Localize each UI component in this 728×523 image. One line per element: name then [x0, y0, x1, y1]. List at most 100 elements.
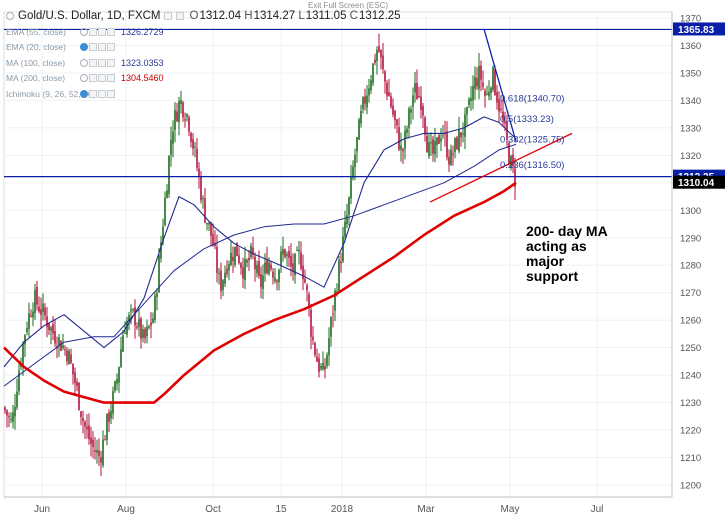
indicator-row-ema20[interactable]: EMA (20, close)	[6, 40, 401, 56]
lock-icon[interactable]	[98, 89, 106, 98]
candle-body	[214, 243, 216, 247]
candle-body	[8, 416, 10, 418]
fib-level-label: 0.5(1333.23)	[500, 114, 554, 125]
candle-body	[440, 138, 442, 142]
candle-body	[286, 253, 288, 256]
candle-body	[206, 222, 208, 225]
candle-body	[360, 111, 362, 124]
settings-icon[interactable]	[89, 89, 97, 98]
candle-body	[362, 97, 364, 110]
indicator-row-ma100[interactable]: MA (100, close) 1323.0353	[6, 57, 164, 68]
candle-body	[432, 139, 434, 154]
price-tick-label: 1210	[680, 453, 701, 464]
settings-icon[interactable]	[89, 58, 97, 67]
candle-body	[438, 135, 440, 144]
price-tick-label: 1270	[680, 288, 701, 299]
candle-body	[492, 67, 494, 90]
eye-icon[interactable]	[80, 58, 88, 67]
candle-body	[216, 247, 218, 274]
time-tick-label: Jul	[591, 504, 604, 515]
lock-icon[interactable]	[98, 27, 106, 36]
candle-body	[388, 92, 390, 97]
lock-icon[interactable]	[98, 58, 106, 67]
lock-icon[interactable]	[98, 43, 106, 52]
time-tick-label: Jun	[34, 504, 50, 515]
candle-body	[208, 222, 210, 225]
settings-icon[interactable]	[89, 27, 97, 36]
close-icon[interactable]	[107, 58, 115, 67]
candle-body	[406, 128, 408, 133]
chart-annotation: 200- day MA acting as major support	[526, 223, 608, 284]
candle-body	[304, 278, 306, 283]
candle-body	[274, 277, 276, 282]
candle-body	[424, 117, 426, 135]
candle-body	[152, 318, 154, 323]
candle-body	[354, 154, 356, 168]
candle-body	[398, 127, 400, 150]
price-tick-label: 1200	[680, 481, 701, 492]
price-tick-label: 1290	[680, 233, 701, 244]
lock-icon[interactable]	[98, 74, 106, 83]
candle-body	[462, 133, 464, 135]
candle-body	[230, 252, 232, 265]
time-axis: Jun Aug Oct 15 2018 Mar May Jul	[4, 496, 672, 515]
candle-body	[378, 46, 380, 52]
candle-body	[344, 221, 346, 237]
close-icon[interactable]	[107, 27, 115, 36]
eye-icon[interactable]	[80, 89, 88, 98]
close-icon[interactable]	[107, 89, 115, 98]
settings-icon[interactable]	[89, 74, 97, 83]
candle-body	[24, 335, 26, 345]
hide-icon[interactable]	[175, 12, 184, 20]
candle-body	[226, 268, 228, 275]
eye-icon[interactable]	[80, 27, 88, 36]
candle-body	[498, 99, 500, 112]
settings-icon[interactable]	[163, 12, 172, 20]
candle-body	[184, 119, 186, 121]
candle-body	[502, 111, 504, 121]
candle-body	[470, 98, 472, 101]
indicator-row-ma200[interactable]: MA (200, close) 1304.5460	[6, 73, 164, 84]
candle-body	[436, 137, 438, 145]
candle-body	[318, 358, 320, 372]
candle-body	[84, 421, 86, 427]
candle-body	[102, 439, 104, 466]
candle-body	[264, 262, 266, 274]
candle-body	[366, 95, 368, 108]
eye-icon[interactable]	[80, 43, 88, 52]
settings-icon[interactable]	[89, 43, 97, 52]
indicator-row-ema55[interactable]: EMA (55, close) 1326.2729	[6, 26, 164, 37]
candle-body	[186, 114, 188, 117]
candle-body	[464, 114, 466, 137]
eye-icon[interactable]	[6, 12, 14, 20]
indicator-row-ichimoku[interactable]: Ichimoku (9, 26, 52, 26)	[6, 86, 401, 102]
candle-body	[148, 325, 150, 328]
candle-body	[298, 250, 300, 252]
candle-body	[172, 131, 174, 144]
eye-icon[interactable]	[80, 74, 88, 83]
exit-fullscreen-button[interactable]: Exit Full Screen (ESC)	[308, 1, 389, 10]
candle-body	[330, 317, 332, 337]
close-icon[interactable]	[107, 74, 115, 83]
candle-body	[140, 318, 142, 339]
candle-body	[338, 260, 340, 291]
candle-body	[488, 91, 490, 97]
candle-body	[96, 450, 98, 453]
candle-body	[98, 450, 100, 457]
price-label-text: 1365.83	[678, 25, 715, 36]
close-icon[interactable]	[107, 43, 115, 52]
low-value: 1311.05	[305, 10, 347, 22]
price-tick-label: 1280	[680, 261, 701, 272]
fib-level-label: 0.236(1316.50)	[500, 160, 564, 171]
candle-body	[472, 85, 474, 101]
candle-body	[234, 246, 236, 265]
candle-body	[74, 372, 76, 384]
candle-body	[280, 251, 282, 266]
candle-body	[348, 197, 350, 215]
candle-body	[188, 117, 190, 132]
candle-body	[222, 280, 224, 290]
candle-body	[16, 391, 18, 408]
candle-body	[136, 326, 138, 328]
candle-body	[114, 381, 116, 391]
